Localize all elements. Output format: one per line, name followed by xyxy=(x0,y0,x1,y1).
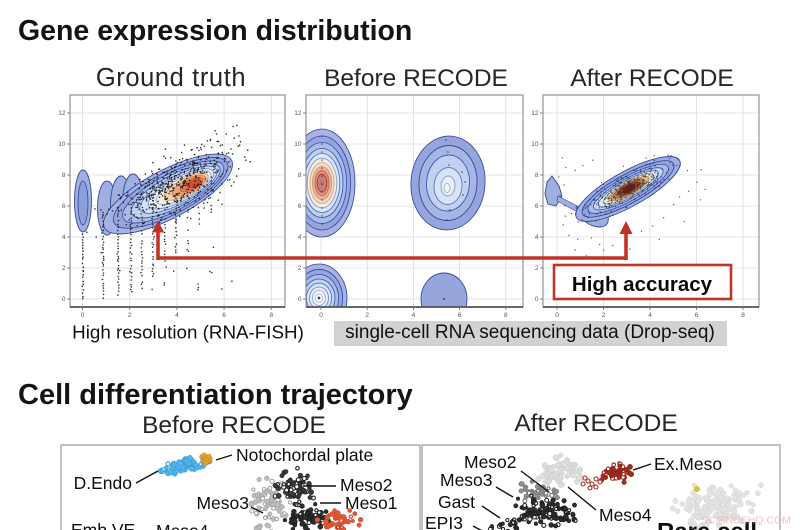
svg-text:Meso2: Meso2 xyxy=(340,475,393,495)
svg-text:After RECODE: After RECODE xyxy=(570,65,733,92)
svg-text:Meso4: Meso4 xyxy=(156,521,209,530)
svg-text:Gast: Gast xyxy=(438,492,475,512)
svg-text:10: 10 xyxy=(531,141,539,148)
svg-text:Meso1: Meso1 xyxy=(345,493,398,513)
svg-text:12: 12 xyxy=(294,110,302,117)
svg-text:0: 0 xyxy=(298,296,302,303)
svg-text:10: 10 xyxy=(294,141,302,148)
svg-text:6: 6 xyxy=(695,312,699,319)
svg-text:D.Endo: D.Endo xyxy=(74,473,132,493)
svg-text:Rare cell: Rare cell xyxy=(657,519,757,530)
svg-text:Meso3: Meso3 xyxy=(196,493,249,513)
svg-text:After RECODE: After RECODE xyxy=(514,410,677,437)
svg-text:High resolution (RNA-FISH): High resolution (RNA-FISH) xyxy=(72,322,304,343)
svg-text:Cell differentiation trajector: Cell differentiation trajectory xyxy=(18,379,413,411)
svg-text:single-cell RNA sequencing dat: single-cell RNA sequencing data (Drop-se… xyxy=(345,322,715,343)
svg-text:0: 0 xyxy=(319,312,323,319)
svg-text:2: 2 xyxy=(128,312,132,319)
svg-text:Emb.VE: Emb.VE xyxy=(71,520,135,530)
svg-text:4: 4 xyxy=(62,234,66,241)
svg-text:0: 0 xyxy=(535,296,539,303)
svg-text:4: 4 xyxy=(175,312,179,319)
svg-text:2: 2 xyxy=(298,265,302,272)
svg-text:High accuracy: High accuracy xyxy=(572,273,713,296)
svg-text:Meso2: Meso2 xyxy=(464,452,517,472)
svg-text:0: 0 xyxy=(555,312,559,319)
svg-text:Meso4: Meso4 xyxy=(599,505,652,525)
svg-text:8: 8 xyxy=(62,172,66,179)
svg-text:Ground truth: Ground truth xyxy=(96,64,246,92)
svg-text:2: 2 xyxy=(62,265,66,272)
svg-text:Notochordal plate: Notochordal plate xyxy=(236,445,373,465)
svg-text:Meso3: Meso3 xyxy=(440,470,493,490)
svg-text:Before RECODE: Before RECODE xyxy=(324,65,508,92)
svg-text:4: 4 xyxy=(535,234,539,241)
svg-text:6: 6 xyxy=(222,312,226,319)
svg-text:6: 6 xyxy=(298,203,302,210)
svg-text:2: 2 xyxy=(602,312,606,319)
svg-text:4: 4 xyxy=(412,312,416,319)
svg-text:10: 10 xyxy=(58,141,66,148)
svg-text:Ex.Meso: Ex.Meso xyxy=(654,454,722,474)
svg-text:8: 8 xyxy=(504,312,508,319)
svg-text:2: 2 xyxy=(365,312,369,319)
svg-text:6: 6 xyxy=(535,203,539,210)
svg-text:4: 4 xyxy=(648,312,652,319)
svg-text:12: 12 xyxy=(58,110,66,117)
svg-text:2: 2 xyxy=(535,265,539,272)
svg-text:EPI3: EPI3 xyxy=(425,513,463,530)
svg-text:0: 0 xyxy=(81,312,85,319)
svg-text:8: 8 xyxy=(741,312,745,319)
svg-text:8: 8 xyxy=(298,172,302,179)
svg-text:12: 12 xyxy=(531,110,539,117)
svg-text:8: 8 xyxy=(535,172,539,179)
svg-text:6: 6 xyxy=(458,312,462,319)
svg-text:SCIENCEHQ.COM: SCIENCEHQ.COM xyxy=(701,515,791,527)
svg-text:Before RECODE: Before RECODE xyxy=(142,412,326,439)
svg-text:6: 6 xyxy=(62,203,66,210)
svg-text:8: 8 xyxy=(269,312,273,319)
svg-text:4: 4 xyxy=(298,234,302,241)
svg-text:Gene expression distribution: Gene expression distribution xyxy=(18,15,412,47)
svg-text:0: 0 xyxy=(62,296,66,303)
